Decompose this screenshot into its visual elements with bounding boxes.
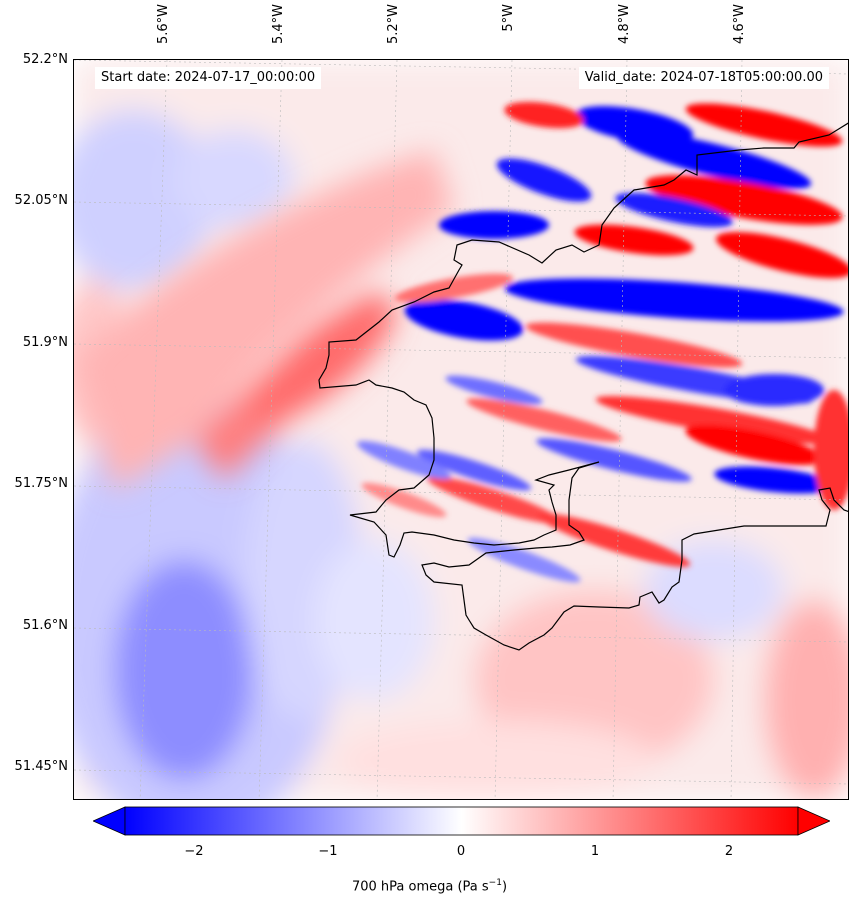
valid-date-label: Valid_date: 2024-07-18T05:00:00.00 bbox=[578, 67, 829, 89]
red-diagonal-band bbox=[74, 150, 454, 490]
colorbar-tick-minus2: −2 bbox=[184, 844, 204, 859]
lon-label-4-8: 4.8°W bbox=[617, 4, 632, 45]
colorbar bbox=[93, 806, 830, 836]
map-panel bbox=[73, 59, 849, 800]
colorbar-extend-min bbox=[93, 806, 126, 836]
omega-field-map bbox=[74, 60, 848, 799]
lat-label-52-05: 52.05°N bbox=[14, 193, 68, 208]
coastline bbox=[318, 122, 848, 651]
colorbar-extend-max bbox=[797, 806, 830, 836]
colorbar-label: 700 hPa omega (Pa s−1) bbox=[0, 878, 859, 894]
lat-label-51-9: 51.9°N bbox=[22, 335, 68, 350]
colorbar-label-exponent: −1 bbox=[488, 878, 502, 888]
colorbar-tick-minus1: −1 bbox=[318, 844, 338, 859]
colorbar-gradient bbox=[124, 806, 799, 836]
lon-label-5-6: 5.6°W bbox=[156, 4, 171, 45]
lat-label-51-6: 51.6°N bbox=[22, 618, 68, 633]
colorbar-tick-2: 2 bbox=[724, 844, 734, 859]
colorbar-tick-1: 1 bbox=[590, 844, 600, 859]
colorbar-tick-0: 0 bbox=[456, 844, 466, 859]
lon-label-4-6: 4.6°W bbox=[732, 4, 747, 45]
colorbar-label-text: 700 hPa omega (Pa s bbox=[351, 879, 489, 895]
lon-label-5-2: 5.2°W bbox=[386, 4, 401, 45]
start-date-label: Start date: 2024-07-17_00:00:00 bbox=[95, 67, 322, 89]
colorbar-label-suffix: ) bbox=[501, 879, 508, 895]
lon-label-5: 5°W bbox=[501, 4, 516, 32]
lat-label-51-75: 51.75°N bbox=[14, 476, 68, 491]
wave-stripes bbox=[356, 101, 848, 583]
lat-label-52-2: 52.2°N bbox=[22, 52, 68, 67]
lon-label-5-4: 5.4°W bbox=[271, 4, 286, 45]
lat-label-51-45: 51.45°N bbox=[14, 759, 68, 774]
